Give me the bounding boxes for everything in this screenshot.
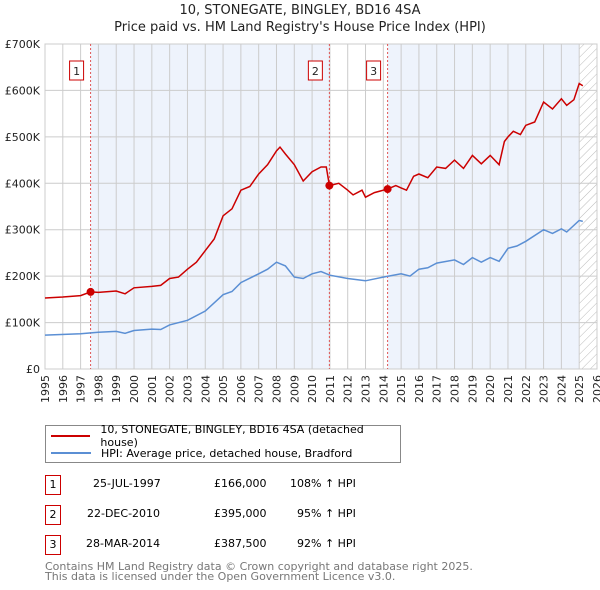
- legend-label-hpi: HPI: Average price, detached house, Brad…: [101, 446, 353, 460]
- x-tick-label: 2021: [502, 375, 515, 403]
- x-tick-label: 2004: [199, 375, 212, 403]
- x-tick-label: 2016: [413, 375, 426, 403]
- y-tick-label: £100K: [5, 317, 41, 330]
- x-tick-label: 2007: [253, 375, 266, 403]
- x-tick-label: 2023: [538, 375, 551, 403]
- x-tick-label: 2020: [484, 375, 497, 403]
- y-tick-label: £0: [26, 363, 40, 376]
- sale-hpi: 95% ↑ HPI: [297, 507, 356, 520]
- chart-title: 10, STONEGATE, BINGLEY, BD16 4SA: [179, 3, 421, 18]
- x-tick-label: 1995: [39, 375, 52, 403]
- sale-badge: 2: [45, 505, 61, 525]
- x-tick-label: 2015: [395, 375, 408, 403]
- sale-marker-number: 1: [73, 65, 80, 78]
- sale-marker-number: 2: [312, 65, 319, 78]
- series-line: [44, 82, 584, 299]
- series-line: [44, 219, 584, 336]
- y-tick-label: £700K: [5, 38, 41, 51]
- y-tick-label: £500K: [5, 131, 41, 144]
- y-tick-label: £600K: [5, 84, 41, 97]
- footer-copyright: Contains HM Land Registry data © Crown c…: [45, 560, 473, 573]
- x-tick-label: 2001: [146, 375, 159, 403]
- sale-price: £387,500: [214, 537, 267, 550]
- price-chart: 1995 1996 1997 1998 1999 2000 2001 2002 2003 2004…: [5, 38, 600, 403]
- legend-swatch-hpi: [51, 452, 91, 454]
- sale-point: [325, 181, 334, 190]
- sale-hpi: 92% ↑ HPI: [297, 537, 356, 550]
- sale-point: [86, 287, 95, 296]
- y-tick-label: £300K: [5, 224, 41, 237]
- footer-licence: This data is licensed under the Open Gov…: [45, 570, 396, 583]
- x-tick-label: 2011: [324, 375, 337, 403]
- sale-price: £395,000: [214, 507, 267, 520]
- x-tick-label: 1999: [110, 375, 123, 403]
- shaded-period: [387, 44, 580, 369]
- x-tick-label: 1997: [75, 375, 88, 403]
- legend-swatch-property: [51, 435, 91, 437]
- sale-marker-badge: [69, 60, 85, 81]
- x-tick-label: 2005: [217, 375, 230, 403]
- sale-marker-badge: [366, 60, 382, 81]
- forecast-hatch: [579, 44, 597, 369]
- x-tick-label: 2009: [288, 375, 301, 403]
- sale-price: £166,000: [214, 477, 267, 490]
- sale-point: [383, 185, 392, 194]
- sale-marker-badge: [307, 60, 323, 81]
- sale-badge: 1: [45, 475, 61, 495]
- sale-marker-number: 3: [370, 65, 377, 78]
- x-tick-label: 2024: [555, 375, 568, 403]
- sale-badge: 3: [45, 535, 61, 555]
- y-tick-label: £400K: [5, 177, 41, 190]
- x-tick-label: 2018: [449, 375, 462, 403]
- x-tick-label: 2012: [342, 375, 355, 403]
- x-tick-label: 2008: [270, 375, 283, 403]
- sale-row: 2 22-DEC-2010 £395,000 95% ↑ HPI: [45, 505, 445, 525]
- x-tick-label: 2013: [360, 375, 373, 403]
- chart-subtitle: Price paid vs. HM Land Registry's House …: [114, 20, 486, 35]
- x-tick-label: 2010: [306, 375, 319, 403]
- x-tick-label: 2025: [573, 375, 586, 403]
- sale-hpi: 108% ↑ HPI: [290, 477, 356, 490]
- sale-row: 1 25-JUL-1997 £166,000 108% ↑ HPI: [45, 475, 445, 495]
- y-tick-label: £200K: [5, 270, 41, 283]
- x-tick-label: 2022: [520, 375, 533, 403]
- x-tick-label: 2002: [164, 375, 177, 403]
- x-tick-label: 2017: [431, 375, 444, 403]
- x-tick-label: 1996: [57, 375, 70, 403]
- x-tick-label: 2006: [235, 375, 248, 403]
- sale-date: 28-MAR-2014: [86, 537, 161, 550]
- sale-date: 25-JUL-1997: [93, 477, 161, 490]
- plot-frame: [44, 43, 598, 370]
- x-tick-label: 2000: [128, 375, 141, 403]
- legend-label-property: 10, STONEGATE, BINGLEY, BD16 4SA (detach…: [100, 423, 364, 449]
- sale-row: 3 28-MAR-2014 £387,500 92% ↑ HPI: [45, 535, 445, 555]
- sale-date: 22-DEC-2010: [87, 507, 161, 520]
- legend-item-hpi: HPI: Average price, detached house, Brad…: [46, 445, 352, 461]
- x-tick-label: 1998: [92, 375, 105, 403]
- legend-item-property: 10, STONEGATE, BINGLEY, BD16 4SA (detach…: [46, 423, 400, 449]
- shaded-period: [90, 44, 330, 369]
- legend: 10, STONEGATE, BINGLEY, BD16 4SA (detach…: [45, 423, 401, 463]
- x-tick-label: 2026: [591, 375, 600, 403]
- x-tick-label: 2019: [466, 375, 479, 403]
- x-tick-label: 2003: [181, 375, 194, 403]
- x-tick-label: 2014: [377, 375, 390, 403]
